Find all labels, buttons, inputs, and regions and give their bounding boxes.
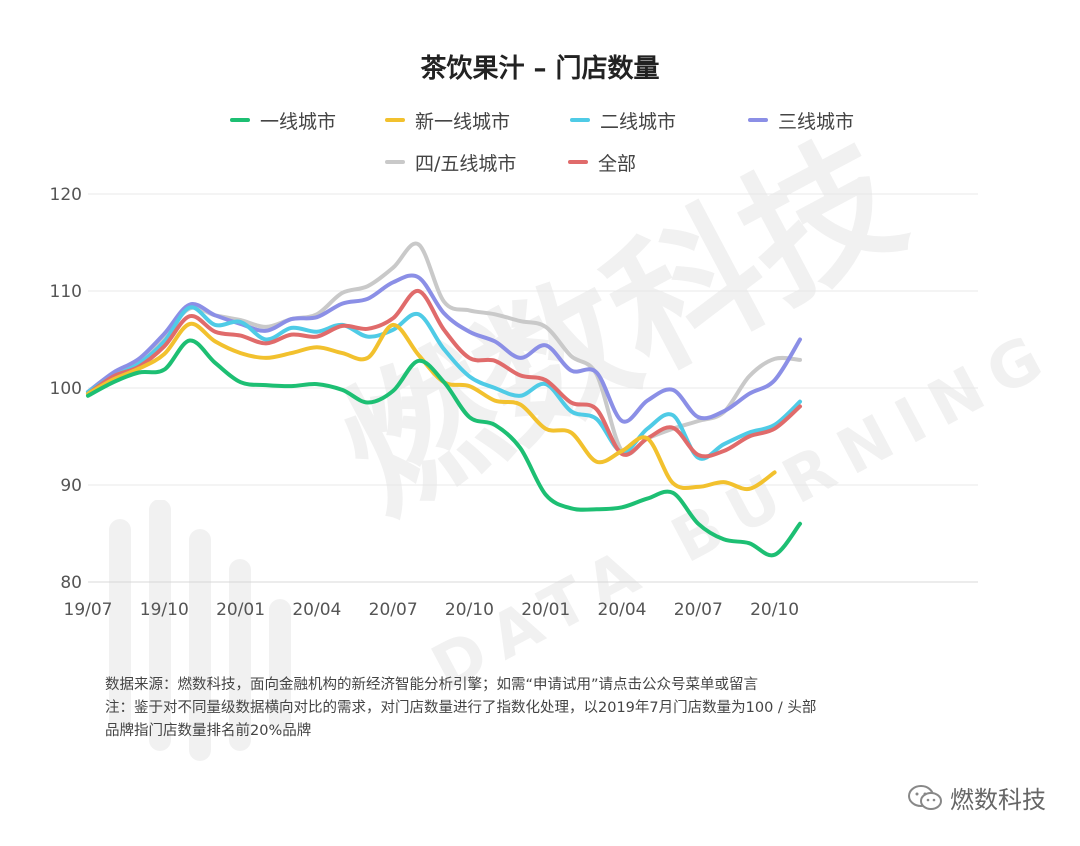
x-tick-label: 20/07 [369, 600, 418, 620]
x-tick-label: 19/10 [140, 600, 189, 620]
footnote-note: 注：鉴于对不同量级数据横向对比的需求，对门店数量进行了指数化处理，以2019年7… [105, 700, 817, 716]
legend-swatch [568, 160, 588, 164]
series-line [86, 305, 802, 461]
legend-item: 四/五线城市 [385, 147, 516, 177]
footnotes: 数据来源：燃数科技，面向金融机构的新经济智能分析引擎；如需“申请试用”请点击公众… [105, 674, 985, 743]
legend-swatch [748, 118, 768, 122]
y-tick-label: 100 [50, 379, 82, 399]
series-line [86, 273, 802, 424]
brand: 燃数科技 [906, 780, 1046, 815]
legend-swatch [570, 118, 590, 122]
x-tick-label: 20/07 [674, 600, 723, 620]
x-tick-label: 20/04 [292, 600, 341, 620]
x-tick-label: 20/01 [216, 600, 265, 620]
brand-name: 燃数科技 [950, 786, 1046, 814]
x-tick-label: 20/01 [521, 600, 570, 620]
watermark-logo [109, 500, 291, 761]
legend-swatch [230, 118, 250, 122]
legend-label: 二线城市 [600, 110, 677, 133]
y-tick-label: 110 [50, 282, 82, 302]
legend-swatch [385, 160, 405, 164]
legend-item: 三线城市 [748, 105, 854, 135]
legend-item: 一线城市 [230, 105, 336, 135]
wechat-icon [908, 784, 942, 810]
series-line [86, 321, 777, 492]
legend-label: 新一线城市 [415, 110, 511, 133]
plot-area: 80 90 100 110 120 19/07 19/10 20/01 20/04 20/07 20… [50, 185, 978, 620]
chart-legend: 一线城市 新一线城市 二线城市 三线城市四/五线城市 全部 [0, 105, 1080, 185]
footnote-source: 数据来源：燃数科技，面向金融机构的新经济智能分析引擎；如需“申请试用”请点击公众… [105, 677, 759, 693]
y-tick-label: 80 [60, 573, 82, 593]
legend-label: 一线城市 [260, 110, 337, 133]
series-line [86, 289, 802, 459]
legend-item: 新一线城市 [385, 105, 510, 135]
series-line [86, 338, 802, 558]
legend-item: 全部 [568, 147, 636, 177]
chart-title: 茶饮果汁 – 门店数量 [420, 54, 660, 84]
legend-label: 全部 [598, 152, 637, 175]
x-tick-label: 20/04 [598, 600, 647, 620]
legend-label: 四/五线城市 [415, 152, 517, 175]
y-tick-label: 120 [50, 185, 82, 205]
x-tick-label: 20/10 [750, 600, 799, 620]
y-tick-label: 90 [60, 476, 82, 496]
legend-label: 三线城市 [778, 110, 855, 133]
x-tick-label: 19/07 [64, 600, 113, 620]
legend-swatch [385, 118, 405, 122]
x-tick-label: 20/10 [445, 600, 494, 620]
legend-item: 二线城市 [570, 105, 676, 135]
footnote-note-cont: 品牌指门店数量排名前20%品牌 [105, 723, 312, 739]
